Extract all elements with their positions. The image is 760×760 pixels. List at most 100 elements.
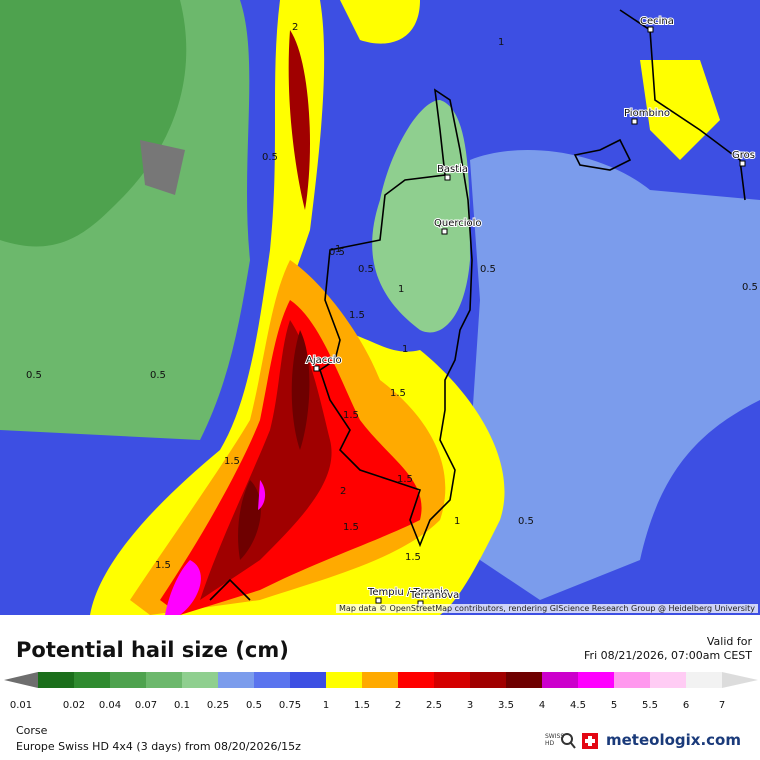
place-label: Tempiu / Tempio — [367, 587, 449, 598]
contour-label: 1.5 — [343, 410, 359, 421]
darkred-band — [200, 30, 332, 600]
title: Potential hail size (cm) — [16, 638, 289, 662]
contour-label: 1 — [498, 37, 504, 48]
gray-patch — [140, 140, 185, 195]
legend-label: 0.5 — [246, 700, 262, 711]
contour-label: 1.5 — [224, 456, 240, 467]
legend-swatch — [506, 672, 542, 688]
legend-swatch — [542, 672, 578, 688]
maroon-core — [238, 330, 310, 560]
legend-swatch — [470, 672, 506, 688]
legend-label: 0.02 — [63, 700, 85, 711]
place-label: Gros — [732, 150, 755, 161]
place-marker — [631, 118, 638, 125]
legend-label: 0.25 — [207, 700, 229, 711]
legend-label: 3.5 — [498, 700, 514, 711]
contour-label: 1 — [402, 344, 408, 355]
place-marker — [375, 597, 382, 604]
place-label: Querciolo — [434, 218, 482, 229]
legend-swatch — [650, 672, 686, 688]
brand: meteologix.com — [606, 731, 741, 749]
contour-label: 1.5 — [349, 310, 365, 321]
contour-label: 2 — [292, 22, 298, 33]
map: Cecina Piombino Gros Bastia Querciolo Ajaccio… — [0, 0, 760, 615]
legend-swatch — [38, 672, 74, 688]
legend-swatch — [398, 672, 434, 688]
place-label: Cecina — [640, 16, 674, 27]
contour-label: 0.5 — [26, 370, 42, 381]
contour-label: 1 — [454, 516, 460, 527]
contour-label: 0.5 — [480, 264, 496, 275]
magenta-core — [165, 480, 266, 615]
contour-label: 1.5 — [397, 474, 413, 485]
place-label: Piombino — [624, 108, 670, 119]
legend-low — [4, 672, 38, 688]
green-dark — [0, 0, 187, 247]
contour-label: 1.5 — [405, 552, 421, 563]
legend-swatch — [146, 672, 182, 688]
place-marker — [647, 26, 654, 33]
legend-swatch — [182, 672, 218, 688]
model-run: Europe Swiss HD 4x4 (3 days) from 08/20/… — [16, 740, 301, 753]
contour-label: 2 — [340, 486, 346, 497]
legend-swatch — [254, 672, 290, 688]
region: Corse — [16, 724, 48, 737]
place-marker — [739, 160, 746, 167]
legend-swatch — [614, 672, 650, 688]
legend-label: 0.04 — [99, 700, 121, 711]
contour-label: 0.5 — [518, 516, 534, 527]
contour-label: 0.5 — [358, 264, 374, 275]
legend-label: 6 — [683, 700, 689, 711]
valid-time: Fri 08/21/2026, 07:00am CEST — [584, 649, 752, 662]
place-label: Ajaccio — [306, 355, 342, 366]
legend-swatch — [74, 672, 110, 688]
legend-label: 7 — [719, 700, 725, 711]
legend-label: 2 — [395, 700, 401, 711]
corsica-coast — [319, 88, 473, 548]
contour-label: 0.5 — [329, 247, 345, 258]
legend-label: 1 — [323, 700, 329, 711]
legend-label: 4.5 — [570, 700, 586, 711]
place-marker — [313, 365, 320, 372]
contour-label: 0.5 — [150, 370, 166, 381]
legend-high — [722, 672, 758, 688]
valid-label: Valid for — [706, 635, 752, 648]
legend-swatch — [578, 672, 614, 688]
attribution: Map data © OpenStreetMap contributors, r… — [336, 604, 758, 613]
legend-swatch — [362, 672, 398, 688]
legend-label: 0.1 — [174, 700, 190, 711]
swiss-hd: SWISS HD — [545, 733, 565, 747]
place-label: Bastia — [437, 164, 468, 175]
yellow-patch — [340, 0, 720, 160]
legend-swatch — [686, 672, 722, 688]
legend-swatch — [326, 672, 362, 688]
legend-swatch — [434, 672, 470, 688]
legend-label: 1.5 — [354, 700, 370, 711]
legend-label: 0.01 — [10, 700, 32, 711]
legend-label: 0.75 — [279, 700, 301, 711]
place-marker — [441, 228, 448, 235]
contour-label: 1.5 — [155, 560, 171, 571]
legend-swatch — [110, 672, 146, 688]
contour-label: 0.5 — [262, 152, 278, 163]
legend-swatch — [290, 672, 326, 688]
legend: 0.01 0.02 0.04 0.07 0.1 0.25 0.5 0.75 1 1.5 2 2.5 3 3… — [4, 672, 758, 711]
legend-label: 5 — [611, 700, 617, 711]
legend-label: 0.07 — [135, 700, 157, 711]
contour-label: 1 — [335, 244, 341, 255]
contour-label: 1 — [398, 284, 404, 295]
sea-low — [470, 150, 760, 600]
contour-label: 0.5 — [742, 282, 758, 293]
legend-label: 5.5 — [642, 700, 658, 711]
place-marker — [444, 174, 451, 181]
logo-icons — [561, 733, 598, 749]
contour-label: 1.5 — [343, 522, 359, 533]
corsica-green — [372, 100, 470, 333]
legend-label: 4 — [539, 700, 545, 711]
legend-label: 3 — [467, 700, 473, 711]
contour-label: 1.5 — [390, 388, 406, 399]
place-label: Terranova — [409, 590, 459, 601]
legend-swatch — [218, 672, 254, 688]
legend-label: 2.5 — [426, 700, 442, 711]
